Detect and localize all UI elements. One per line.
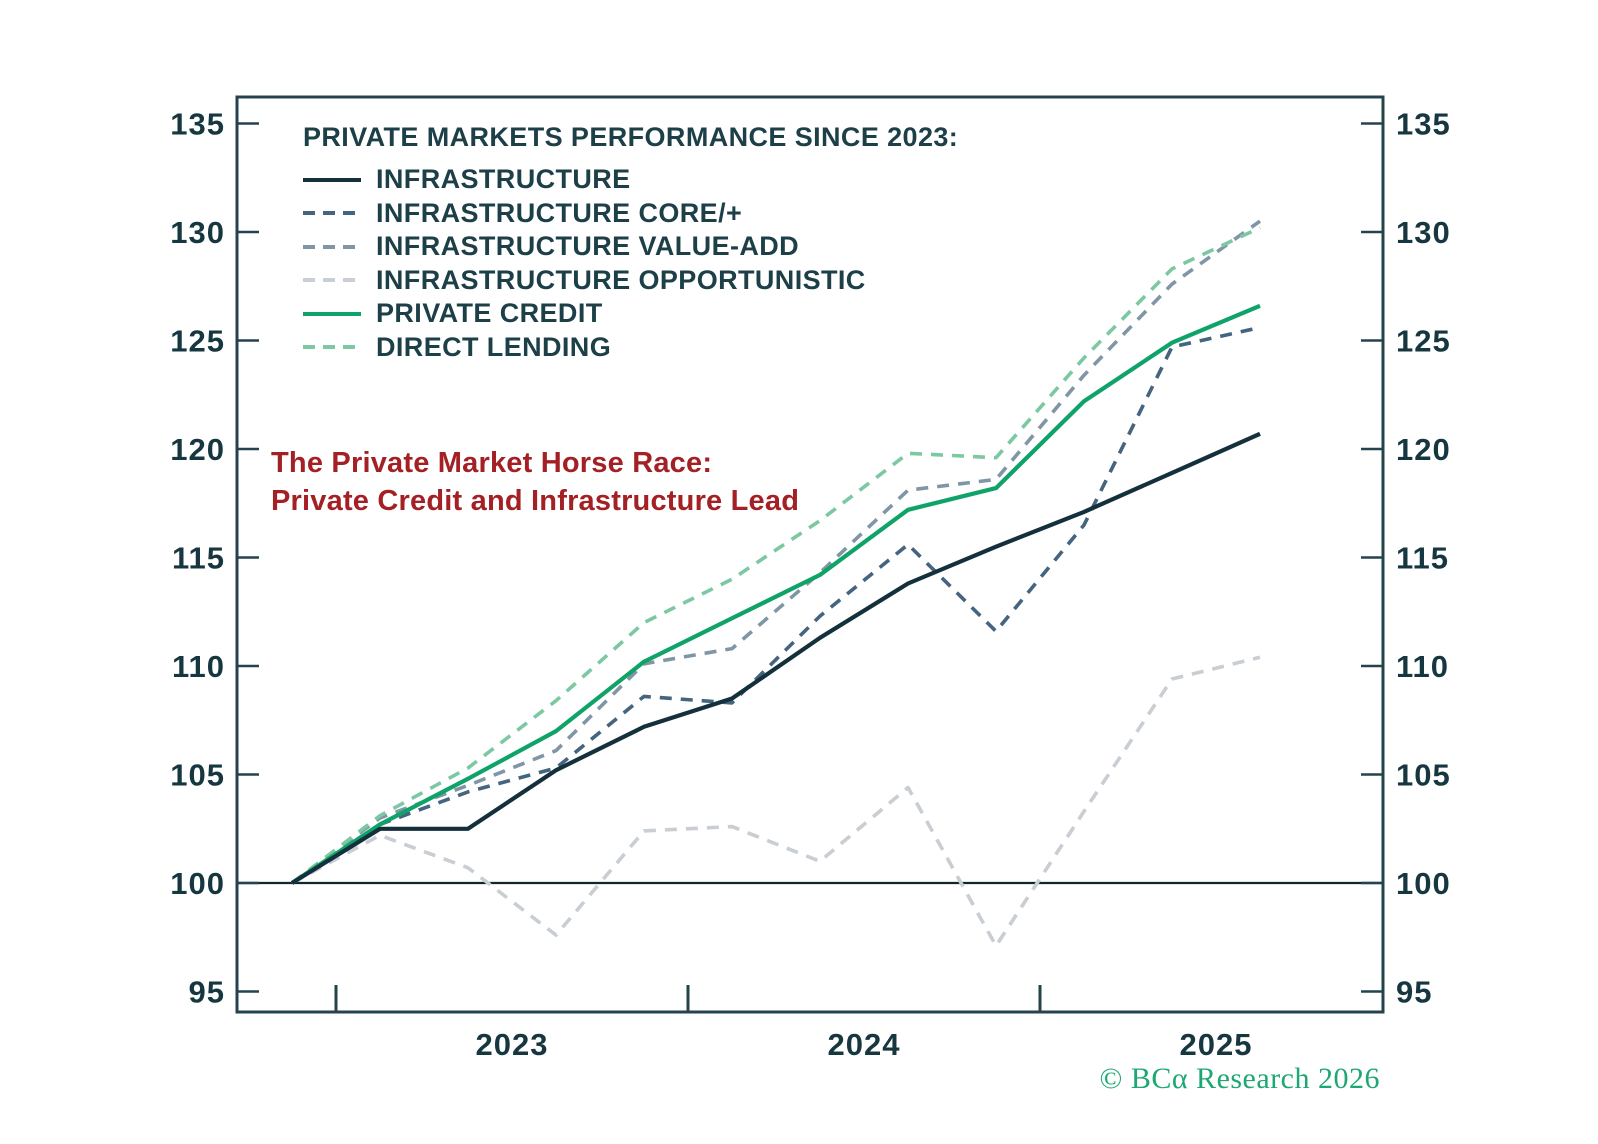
- annotation-line-2: Private Credit and Infrastructure Lead: [271, 485, 800, 517]
- dashed-line-swatch-icon: [303, 211, 361, 216]
- legend: PRIVATE MARKETS PERFORMANCE SINCE 2023: …: [303, 121, 958, 364]
- series-line-infrastructure-core-: [291, 325, 1261, 885]
- y-axis-label-left: 115: [172, 541, 225, 576]
- annotation: The Private Market Horse Race: Private C…: [271, 444, 799, 520]
- y-axis-label-left: 120: [170, 432, 225, 467]
- legend-item-infrastructure-opportunistic: INFRASTRUCTURE OPPORTUNISTIC: [303, 264, 958, 298]
- series-line-infrastructure: [290, 431, 1261, 885]
- x-axis-year-label: 2024: [828, 1027, 901, 1062]
- legend-item-label: DIRECT LENDING: [376, 331, 612, 362]
- series-line-infrastructure-opportunistic: [291, 655, 1261, 948]
- y-axis-label-right: 125: [1396, 324, 1451, 359]
- y-axis-label-left: 95: [189, 975, 225, 1010]
- x-axis-year-label: 2025: [1180, 1027, 1253, 1062]
- series-line-infrastructure-value-add: [290, 219, 1262, 885]
- y-axis-label-left: 135: [170, 107, 225, 142]
- legend-item-private-credit: PRIVATE CREDIT: [303, 297, 958, 331]
- plot-frame: [235, 95, 1385, 1014]
- legend-item-label: INFRASTRUCTURE CORE/+: [376, 197, 743, 228]
- y-axis-label-right: 135: [1396, 107, 1451, 142]
- y-axis-label-left: 105: [170, 758, 225, 793]
- y-axis-label-right: 130: [1396, 215, 1451, 250]
- y-axis-label-right: 110: [1396, 649, 1449, 684]
- y-axis-label-left: 110: [172, 649, 225, 684]
- line-swatch-icon: [303, 311, 361, 316]
- legend-item-infrastructure-value-add: INFRASTRUCTURE VALUE-ADD: [303, 230, 958, 264]
- dashed-line-swatch-icon: [303, 244, 361, 249]
- y-axis-label-right: 120: [1396, 432, 1451, 467]
- legend-item-infrastructure: INFRASTRUCTURE: [303, 163, 958, 197]
- legend-item-infrastructure-core: INFRASTRUCTURE CORE/+: [303, 197, 958, 231]
- copyright-notice: © BCα Research 2026: [1099, 1062, 1380, 1095]
- y-axis-label-right: 100: [1396, 866, 1451, 901]
- legend-item-direct-lending: DIRECT LENDING: [303, 331, 958, 365]
- y-axis-label-left: 130: [170, 215, 225, 250]
- y-axis-label-left: 125: [170, 324, 225, 359]
- dashed-line-swatch-icon: [303, 345, 361, 350]
- line-swatch-icon: [303, 177, 361, 182]
- legend-item-label: INFRASTRUCTURE OPPORTUNISTIC: [376, 264, 866, 295]
- annotation-line-1: The Private Market Horse Race:: [271, 447, 713, 479]
- chart-title: PRIVATE MARKETS PERFORMANCE SINCE 2023:: [303, 122, 959, 152]
- y-axis-label-right: 105: [1396, 758, 1451, 793]
- y-axis-label-right: 95: [1396, 975, 1432, 1010]
- series-line-private-credit: [290, 303, 1261, 885]
- dashed-line-swatch-icon: [303, 278, 361, 283]
- legend-item-label: PRIVATE CREDIT: [376, 298, 603, 329]
- series-line-direct-lending: [290, 226, 1261, 885]
- y-axis-label-right: 115: [1396, 541, 1449, 576]
- y-axis-label-left: 100: [170, 866, 225, 901]
- legend-item-label: INFRASTRUCTURE VALUE-ADD: [376, 231, 800, 262]
- x-axis-year-label: 2023: [476, 1027, 549, 1062]
- legend-item-label: INFRASTRUCTURE: [376, 164, 631, 195]
